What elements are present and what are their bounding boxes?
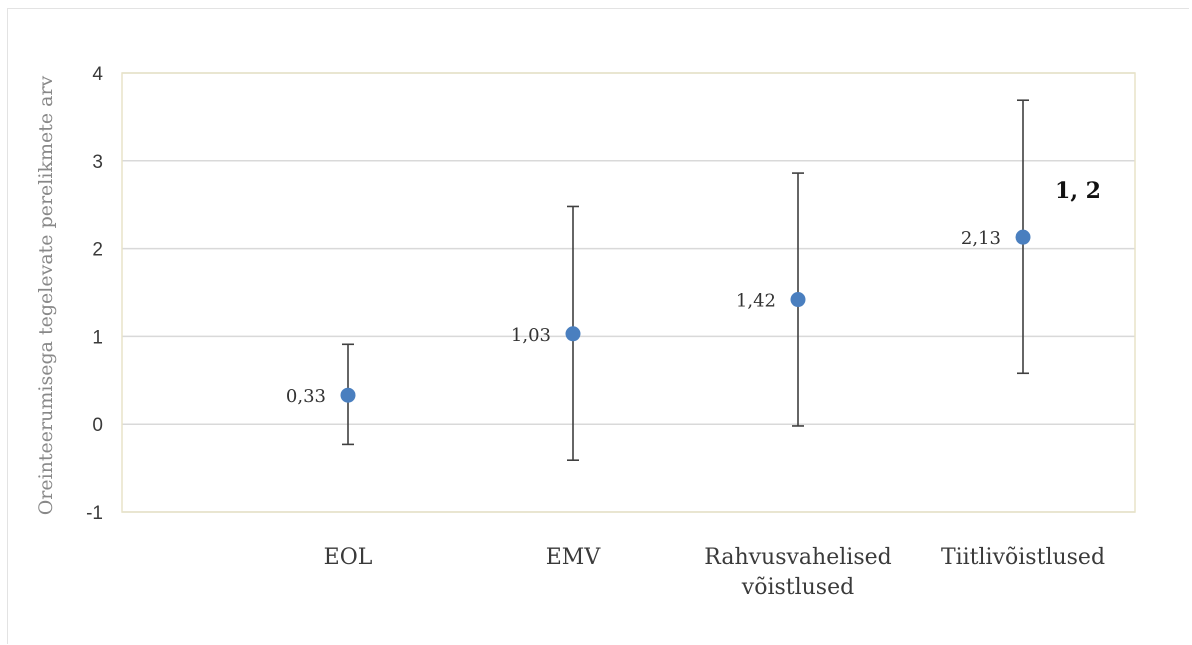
data-label: 2,13 [961,228,1001,249]
data-label: 1,03 [511,325,551,346]
data-label: 0,33 [286,386,326,407]
category-label-line: EMV [546,545,602,570]
category-label-line: võistlused [741,575,854,600]
category-label-line: Tiitlivõistlused [941,545,1105,570]
category-label-line: EOL [324,545,373,570]
chart-frame [7,8,1189,644]
grid-layer [122,72,1135,513]
y-tick-labels: -1 0 1 2 3 4 [86,64,103,524]
category-label: Tiitlivõistlused [941,545,1105,570]
data-labels: 0,33 1,03 1,42 2,13 [286,228,1001,407]
y-tick-label: 2 [92,240,103,261]
category-labels: EOL EMV Rahvusvahelised võistlused Tiitlivõi… [324,545,1105,600]
y-tick-label: -1 [86,503,103,524]
category-label: EMV [546,545,602,570]
error-bars [342,99,1029,461]
data-point [1015,229,1031,245]
data-point [565,326,581,342]
category-label-line: Rahvusvahelised [704,545,891,570]
y-axis-label: Oreinteerumisega tegelevate perelikmete … [35,75,57,515]
data-point [340,387,356,403]
category-label: EOL [324,545,373,570]
plot-border [121,72,1136,513]
data-point [790,292,806,308]
y-tick-label: 0 [92,415,103,436]
significance-annotation: 1, 2 [1055,178,1101,204]
data-points [340,229,1031,403]
data-label: 1,42 [736,291,776,312]
category-label: Rahvusvahelised võistlused [704,545,891,600]
y-tick-label: 4 [92,64,103,85]
y-tick-label: 3 [92,152,103,173]
y-tick-label: 1 [92,327,103,348]
